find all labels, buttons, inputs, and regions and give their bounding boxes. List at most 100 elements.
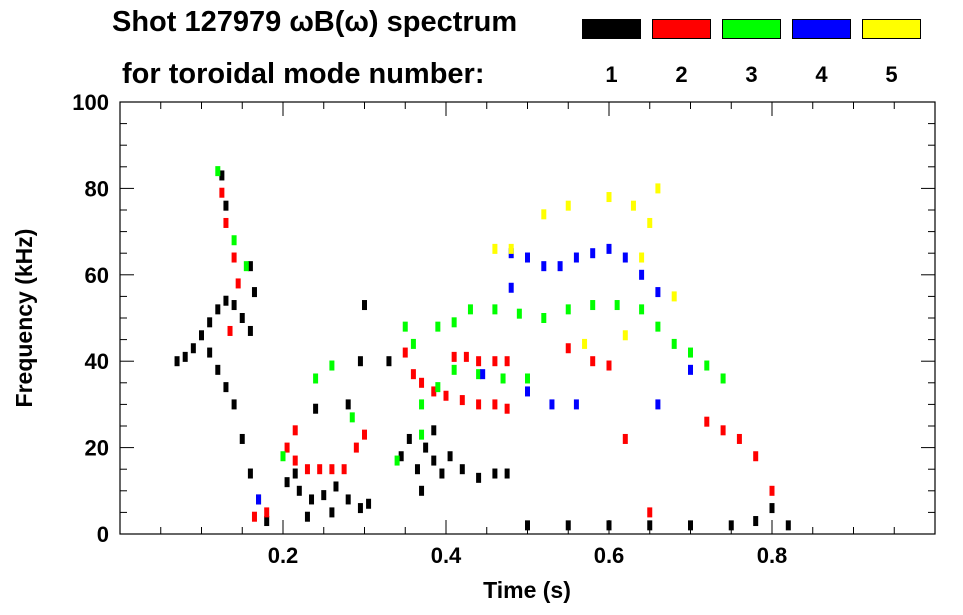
- data-point: [639, 252, 645, 263]
- data-point: [345, 399, 351, 410]
- data-point: [622, 252, 628, 263]
- data-point: [606, 243, 612, 254]
- legend-swatch-mode-4: [792, 19, 851, 39]
- data-point: [190, 343, 196, 354]
- data-point: [492, 243, 498, 254]
- data-point: [492, 356, 498, 367]
- data-point: [688, 520, 693, 531]
- data-point: [292, 455, 298, 466]
- data-point: [447, 451, 453, 462]
- data-point: [606, 360, 612, 371]
- data-point: [688, 347, 693, 358]
- data-point: [345, 494, 351, 505]
- data-point: [671, 338, 677, 349]
- data-point: [410, 338, 416, 349]
- data-point: [639, 304, 645, 315]
- data-point: [304, 511, 310, 522]
- legend-swatch-mode-1: [582, 19, 641, 39]
- y-tick-label: 40: [85, 349, 109, 374]
- data-point: [329, 464, 335, 475]
- data-point: [688, 364, 693, 375]
- data-point: [525, 252, 530, 263]
- data-point: [329, 507, 335, 518]
- data-point: [639, 269, 645, 280]
- data-point: [174, 356, 180, 367]
- data-point: [565, 304, 571, 315]
- data-point: [251, 287, 257, 298]
- data-point: [590, 356, 596, 367]
- data-point: [357, 356, 363, 367]
- series-mode-3: [215, 166, 726, 466]
- data-point: [419, 485, 425, 496]
- data-point: [655, 399, 661, 410]
- data-point: [223, 200, 229, 211]
- axis-ticks: 0 20 40 60 80 100 0.2 0.4 0.6 0.8: [72, 90, 935, 568]
- data-point: [398, 451, 404, 462]
- data-point: [655, 183, 661, 194]
- data-point: [280, 451, 286, 462]
- data-point: [541, 209, 547, 220]
- data-point: [476, 399, 482, 410]
- data-point: [508, 282, 514, 293]
- legend-label-mode-4: 4: [815, 62, 828, 87]
- data-point: [423, 442, 429, 453]
- data-point: [439, 468, 445, 479]
- data-point: [223, 295, 229, 306]
- data-point: [199, 330, 204, 341]
- legend-caption: for toroidal mode number:: [122, 58, 485, 90]
- data-point: [573, 252, 579, 263]
- data-point: [215, 364, 221, 375]
- data-point: [414, 464, 420, 475]
- data-point: [309, 494, 315, 505]
- data-point: [357, 503, 363, 514]
- data-point: [362, 429, 367, 440]
- data-point: [321, 490, 327, 501]
- data-point: [451, 351, 457, 362]
- data-point: [557, 261, 563, 272]
- data-point: [419, 429, 425, 440]
- data-point: [565, 343, 571, 354]
- data-point: [264, 516, 270, 527]
- data-point: [476, 356, 482, 367]
- data-point: [410, 369, 416, 380]
- data-point: [525, 386, 530, 397]
- data-point: [480, 369, 486, 380]
- data-point: [500, 373, 506, 384]
- data-point: [402, 347, 408, 358]
- legend-label-mode-1: 1: [605, 62, 618, 87]
- data-point: [459, 464, 465, 475]
- data-point: [508, 243, 514, 254]
- data-point: [182, 351, 188, 362]
- data-point: [549, 399, 555, 410]
- data-point: [317, 464, 323, 475]
- y-axis-label: Frequency (kHz): [11, 229, 37, 408]
- data-point: [247, 325, 253, 336]
- series-mode-5: [492, 183, 677, 349]
- data-point: [333, 481, 339, 492]
- data-point: [704, 416, 710, 427]
- data-point: [622, 330, 628, 341]
- data-point: [239, 433, 245, 444]
- legend-label-mode-2: 2: [675, 62, 688, 87]
- data-point: [720, 373, 726, 384]
- data-point: [431, 386, 437, 397]
- x-tick-label: 0.6: [594, 543, 625, 568]
- data-point: [219, 187, 225, 198]
- data-point: [704, 360, 710, 371]
- data-point: [769, 503, 775, 514]
- data-point: [349, 412, 355, 423]
- legend-swatch-mode-2: [652, 19, 711, 39]
- data-point: [582, 338, 588, 349]
- x-tick-label: 0.2: [268, 543, 299, 568]
- data-point: [443, 390, 449, 401]
- x-tick-label: 0.4: [431, 543, 462, 568]
- data-point: [341, 464, 347, 475]
- data-point: [419, 377, 425, 388]
- data-point: [647, 217, 653, 228]
- data-point: [459, 395, 465, 406]
- data-point: [207, 317, 213, 328]
- data-point: [541, 313, 547, 323]
- data-point: [476, 369, 482, 380]
- data-point: [622, 433, 628, 444]
- data-point: [247, 261, 253, 272]
